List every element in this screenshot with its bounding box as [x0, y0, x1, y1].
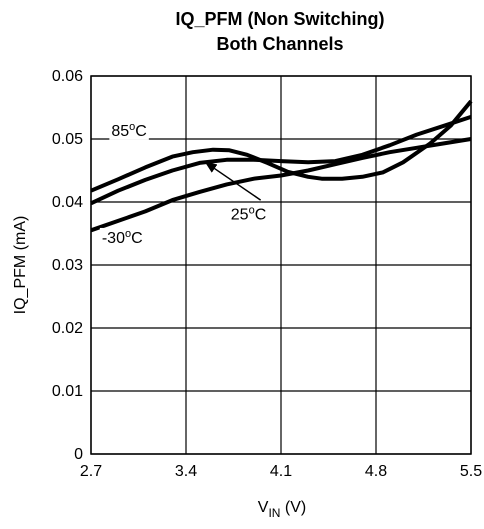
y-tick-label: 0.03: [52, 257, 83, 274]
series-line-25c: [90, 114, 472, 206]
annotation-label: 85oC: [111, 121, 146, 140]
annotation-background: [109, 120, 149, 140]
y-tick-label: 0.02: [52, 320, 83, 337]
annotation-unit: C: [131, 230, 143, 247]
x-tick-label: 4.1: [270, 463, 292, 480]
series-group: [90, 99, 473, 233]
y-tick-label: 0.06: [52, 68, 83, 85]
annotation-background: [228, 204, 269, 224]
annotation-unit: C: [135, 123, 147, 140]
x-tick-label: 4.8: [365, 463, 387, 480]
x-tick-label: 2.7: [80, 463, 102, 480]
annotation-label: -30oC: [102, 228, 143, 247]
y-tick-label: 0.05: [52, 131, 83, 148]
annotation-degree: o: [125, 228, 131, 240]
x-axis-label-subscript: IN: [268, 506, 280, 520]
tick-labels: 0 0.01 0.02 0.03 0.04 0.05 0.06 2.7 3.4 4.1 4.8 5.5: [52, 68, 482, 480]
chart-title-line-1: IQ_PFM (Non Switching): [176, 9, 385, 29]
annotation-value: 85: [111, 123, 129, 140]
x-axis-label: VIN (V): [258, 499, 306, 520]
y-tick-label: 0: [74, 446, 83, 463]
x-axis-label-unit: (V): [280, 499, 306, 516]
plot-frame: [90, 75, 472, 455]
annotation-degree: o: [249, 205, 255, 217]
y-tick-label: 0.01: [52, 383, 83, 400]
x-tick-label: 3.4: [175, 463, 197, 480]
annotation-unit: C: [255, 207, 267, 224]
y-tick-label: 0.04: [52, 194, 83, 211]
annotation-label: 25oC: [231, 205, 266, 224]
series-line-85c: [90, 99, 473, 193]
annotation-background: [99, 227, 145, 247]
x-tick-label: 5.5: [460, 463, 482, 480]
annotation-value: -30: [102, 230, 125, 247]
chart-title-line-2: Both Channels: [216, 34, 343, 54]
annotation-value: 25: [231, 207, 249, 224]
y-axis-label: IQ_PFM (mA): [12, 216, 29, 315]
series-line-minus30c: [90, 137, 472, 233]
annotation-arrow: [204, 161, 262, 201]
x-axis-label-main: V: [258, 499, 269, 516]
annotation-degree: o: [129, 121, 135, 133]
